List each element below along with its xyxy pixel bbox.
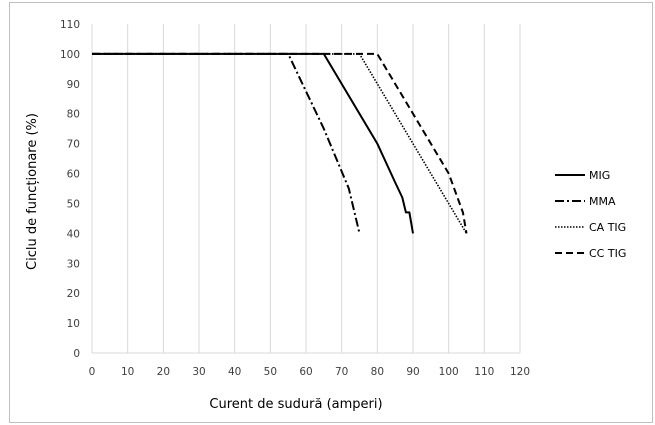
y-tick-label: 50 bbox=[67, 198, 80, 210]
y-tick-label: 60 bbox=[67, 169, 80, 181]
x-tick-label: 0 bbox=[89, 366, 96, 378]
y-tick-label: 10 bbox=[67, 318, 80, 330]
y-tick-label: 100 bbox=[60, 49, 80, 61]
x-tick-label: 40 bbox=[228, 366, 241, 378]
y-tick-label: 40 bbox=[67, 228, 80, 240]
legend: MIG MMA CA TIG CC TIG bbox=[555, 169, 626, 260]
x-tick-label: 70 bbox=[335, 366, 348, 378]
x-tick-label: 80 bbox=[371, 366, 384, 378]
y-tick-label: 0 bbox=[73, 348, 80, 360]
legend-label: MMA bbox=[589, 195, 616, 208]
x-tick-label: 10 bbox=[121, 366, 134, 378]
y-tick-label: 70 bbox=[67, 139, 80, 151]
x-tick-label: 100 bbox=[439, 366, 459, 378]
series-lines bbox=[92, 52, 468, 234]
legend-label: CC TIG bbox=[589, 247, 626, 260]
x-tick-label: 50 bbox=[264, 366, 277, 378]
x-tick-label: 90 bbox=[406, 366, 419, 378]
series-line-mma bbox=[92, 52, 361, 234]
chart-border bbox=[9, 2, 653, 423]
series-line-mig bbox=[92, 52, 414, 234]
legend-label: MIG bbox=[589, 169, 610, 182]
x-tick-label: 20 bbox=[157, 366, 170, 378]
x-axis-title: Curent de sudură (amperi) bbox=[209, 397, 382, 412]
chart-frame: 0 10 20 30 40 50 60 70 80 90 100 110 120 0 10 20 30 40 50 6… bbox=[9, 2, 653, 423]
y-tick-label: 80 bbox=[67, 109, 80, 121]
x-tick-label: 30 bbox=[192, 366, 205, 378]
y-axis-title: Ciclu de funcționare (%) bbox=[25, 113, 40, 270]
line-chart: 0 10 20 30 40 50 60 70 80 90 100 110 120 0 10 20 30 40 50 6… bbox=[9, 2, 653, 423]
legend-label: CA TIG bbox=[589, 221, 626, 234]
series-line-ca-tig bbox=[92, 53, 468, 234]
x-tick-label: 110 bbox=[474, 366, 494, 378]
y-tick-label: 30 bbox=[67, 258, 80, 270]
y-tick-label: 110 bbox=[60, 19, 80, 31]
y-tick-label: 90 bbox=[67, 79, 80, 91]
grid bbox=[91, 24, 521, 353]
x-tick-label: 120 bbox=[510, 366, 530, 378]
x-tick-label: 60 bbox=[299, 366, 312, 378]
series-line-cc-tig bbox=[92, 52, 468, 234]
axes: 0 10 20 30 40 50 60 70 80 90 100 110 120 0 10 20 30 40 50 6… bbox=[60, 19, 530, 378]
y-tick-label: 20 bbox=[67, 288, 80, 300]
